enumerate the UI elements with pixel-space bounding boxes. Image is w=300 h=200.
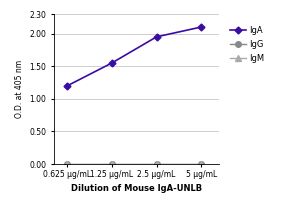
- IgM: [200, 163, 203, 165]
- IgM: [110, 163, 114, 165]
- IgG: [155, 163, 158, 165]
- IgA: [155, 36, 158, 38]
- Line: IgG: IgG: [64, 161, 204, 167]
- IgG: [110, 163, 114, 165]
- IgM: [66, 163, 69, 165]
- Line: IgM: IgM: [64, 161, 204, 167]
- IgM: [155, 163, 158, 165]
- IgA: [66, 85, 69, 87]
- IgA: [110, 62, 114, 64]
- IgG: [66, 163, 69, 165]
- IgA: [200, 26, 203, 28]
- IgG: [200, 163, 203, 165]
- Legend: IgA, IgG, IgM: IgA, IgG, IgM: [230, 26, 264, 63]
- X-axis label: Dilution of Mouse IgA-UNLB: Dilution of Mouse IgA-UNLB: [71, 184, 202, 193]
- Line: IgA: IgA: [65, 25, 204, 88]
- Y-axis label: O.D. at 405 nm: O.D. at 405 nm: [15, 60, 24, 118]
